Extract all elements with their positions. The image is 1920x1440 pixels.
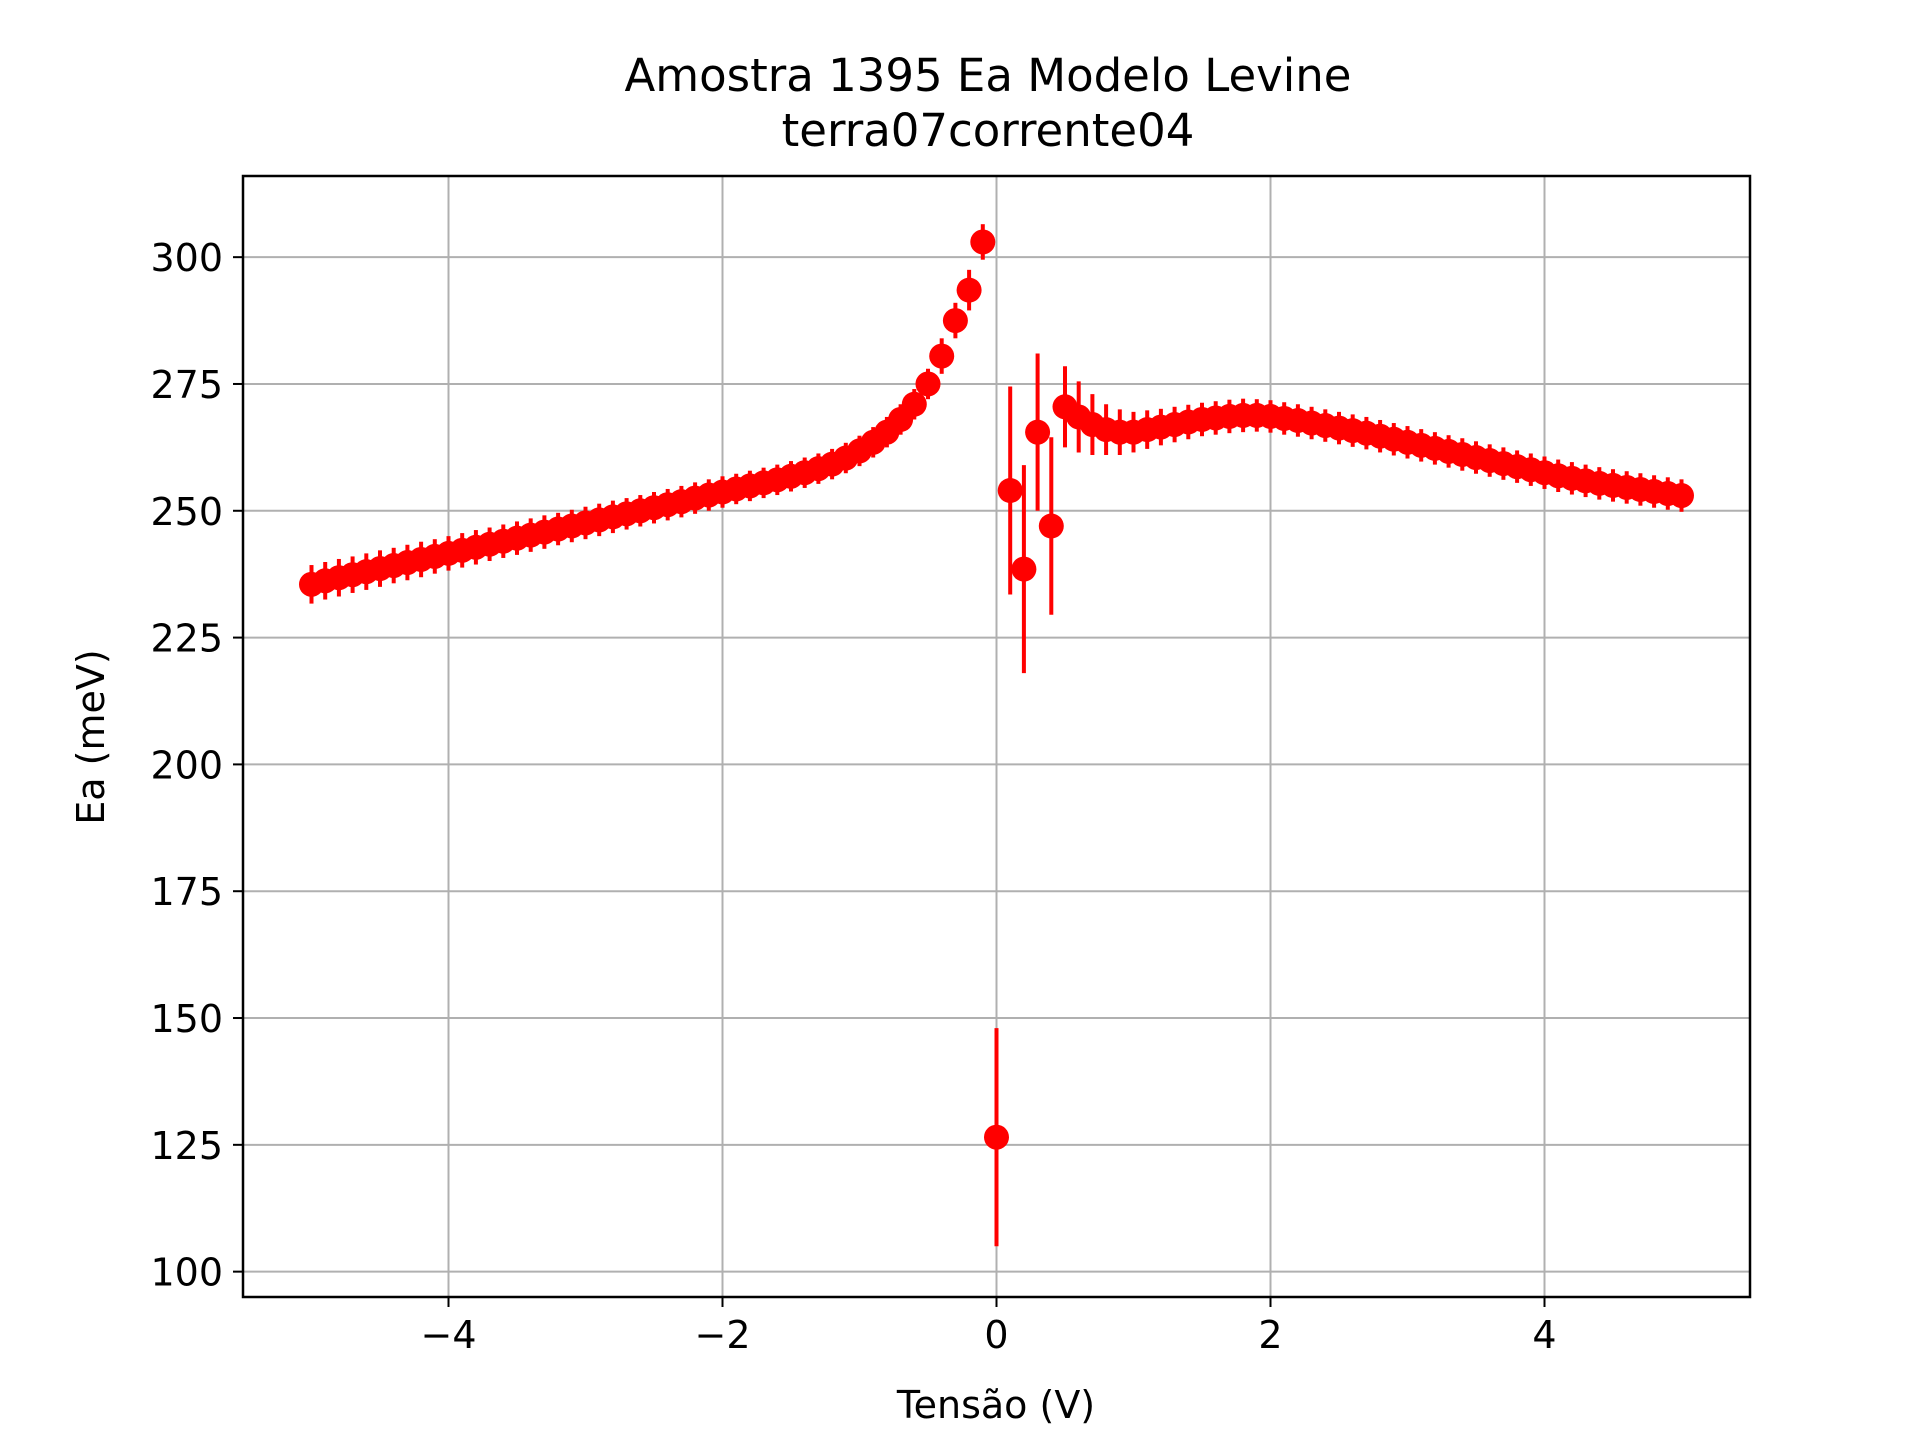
data-point xyxy=(942,308,968,334)
x-tick-label: 4 xyxy=(1532,1313,1556,1357)
y-tick-label: 100 xyxy=(150,1251,223,1295)
data-point xyxy=(901,391,927,417)
y-tick-label: 250 xyxy=(150,490,223,534)
data-point xyxy=(1669,483,1694,509)
data-point xyxy=(1011,556,1037,582)
x-axis-ticks: −4 −2 0 2 4 xyxy=(420,1297,1557,1357)
y-tick-label: 125 xyxy=(150,1124,223,1168)
y-tick-label: 150 xyxy=(150,997,223,1041)
data-point xyxy=(1025,419,1051,445)
data-point xyxy=(956,277,982,303)
y-axis-label: Ea (meV) xyxy=(69,649,113,824)
data-point xyxy=(1038,513,1064,539)
data-point xyxy=(929,343,955,369)
data-point xyxy=(915,371,941,397)
chart-subtitle: terra07corrente04 xyxy=(782,104,1195,157)
y-axis-ticks: 100 125 150 175 200 225 250 275 300 xyxy=(150,236,243,1295)
x-axis-label: Tensão (V) xyxy=(896,1383,1095,1427)
x-tick-label: 2 xyxy=(1258,1313,1282,1357)
x-tick-label: −2 xyxy=(694,1313,750,1357)
x-tick-label: −4 xyxy=(420,1313,476,1357)
y-tick-label: 225 xyxy=(150,617,223,661)
data-markers xyxy=(299,229,1694,1150)
grid xyxy=(243,176,1750,1297)
y-tick-label: 300 xyxy=(150,236,223,280)
data-point xyxy=(970,229,996,255)
y-tick-label: 200 xyxy=(150,743,223,787)
chart-title: Amostra 1395 Ea Modelo Levine xyxy=(624,49,1351,102)
data-point xyxy=(997,477,1023,503)
y-tick-label: 175 xyxy=(150,870,223,914)
y-tick-label: 275 xyxy=(150,363,223,407)
data-point xyxy=(984,1124,1009,1150)
x-tick-label: 0 xyxy=(984,1313,1008,1357)
